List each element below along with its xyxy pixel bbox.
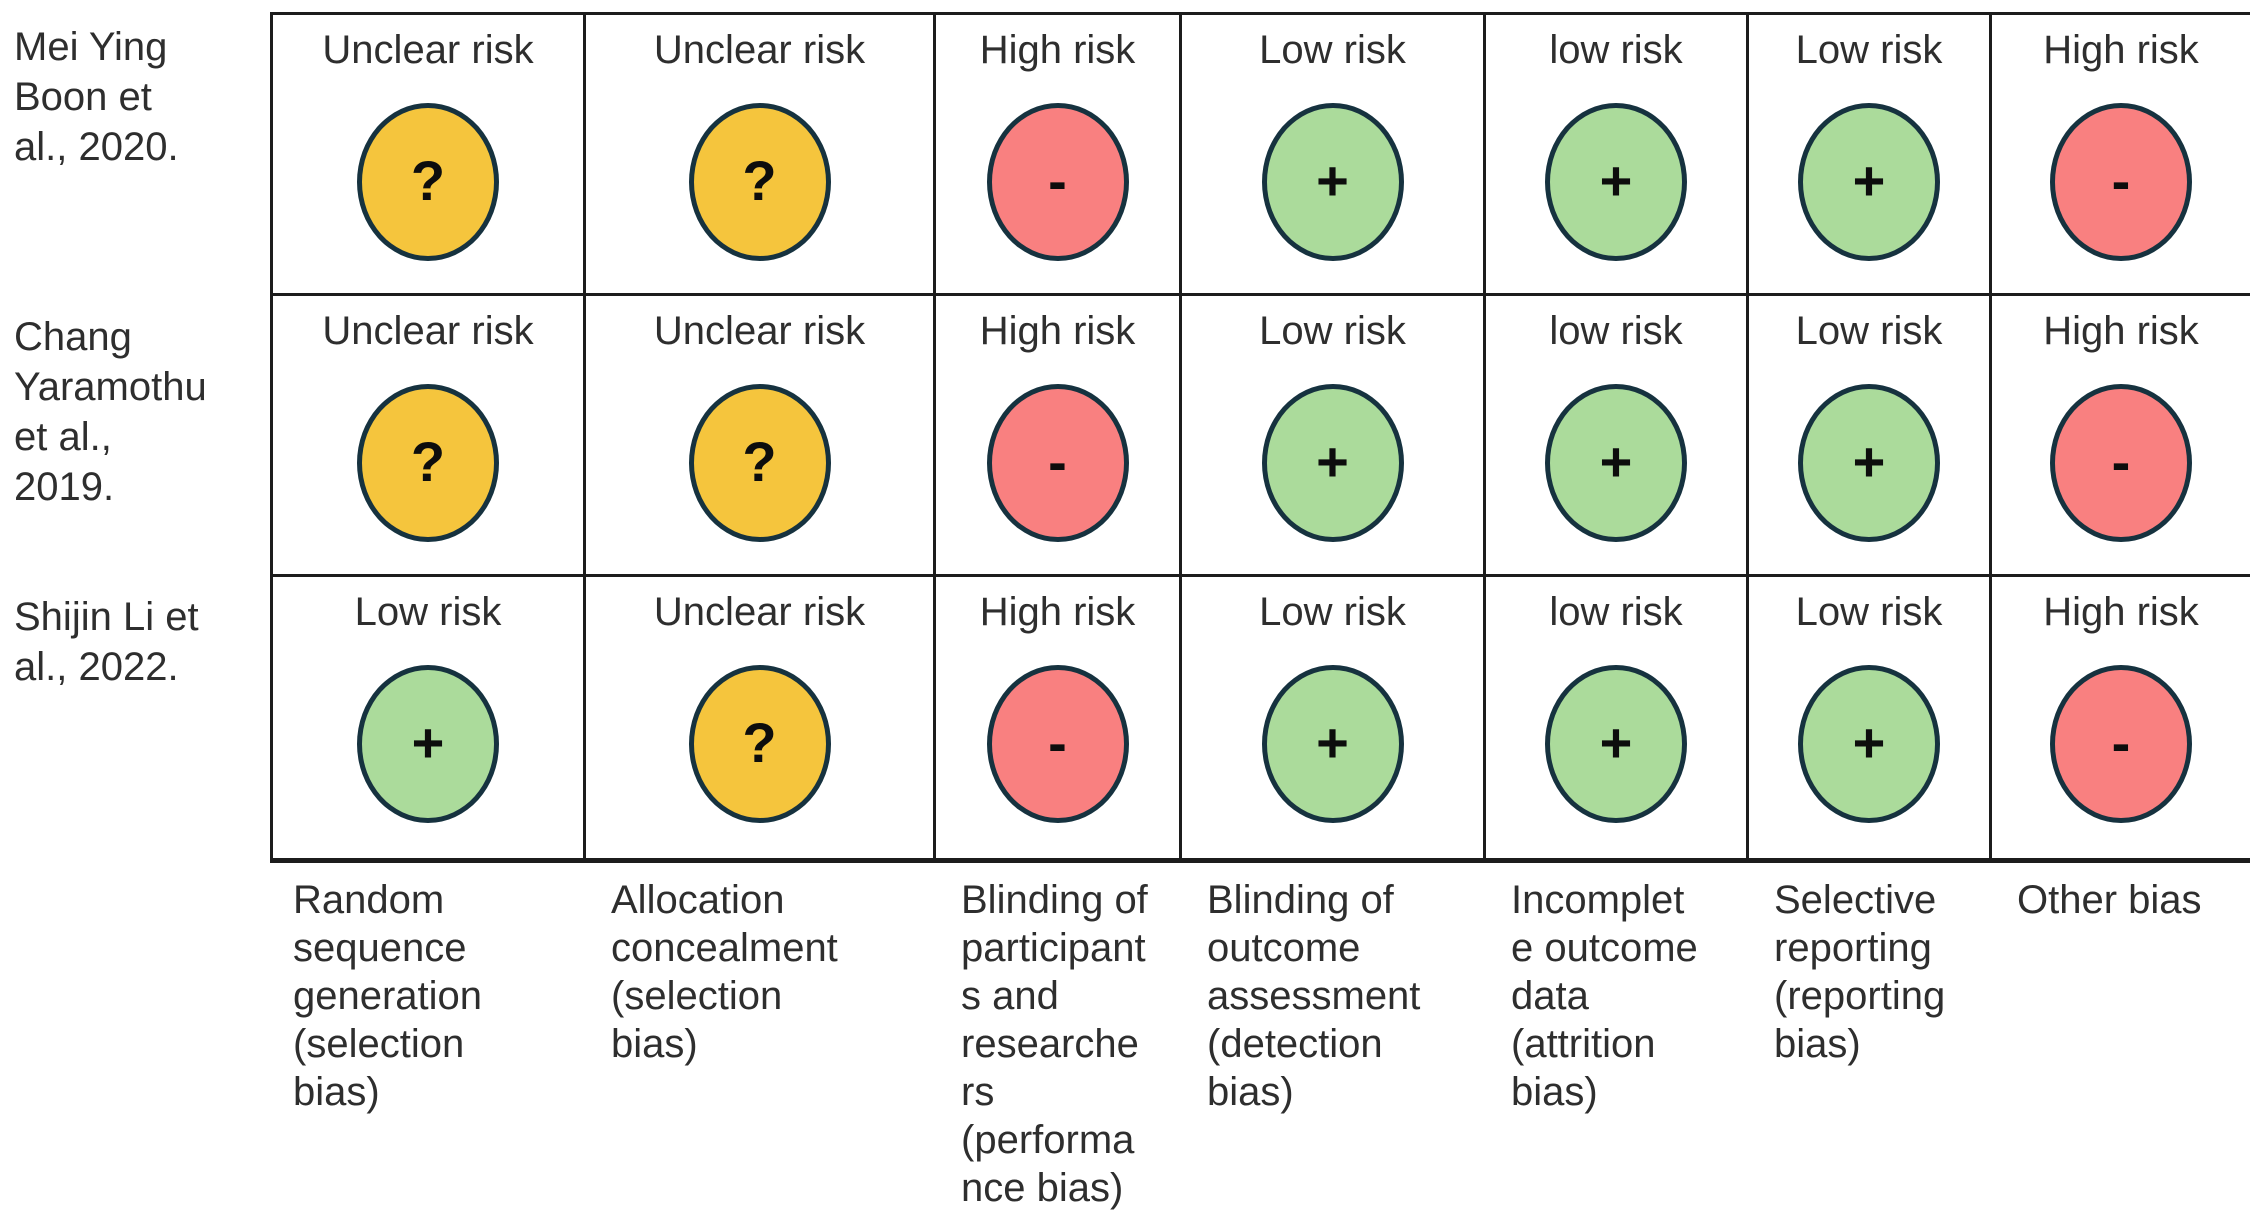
risk-symbol: - — [1048, 710, 1067, 774]
cell-row1-col7: High risk - — [1992, 15, 2250, 296]
study-label-2: Chang Yaramothu et al., 2019. — [14, 315, 207, 509]
risk-symbol: ? — [742, 710, 777, 774]
cell-row1-col5: low risk + — [1486, 15, 1749, 296]
cell-risk-label: Unclear risk — [653, 590, 866, 634]
unclear-risk-icon: ? — [688, 384, 831, 542]
risk-symbol: ? — [742, 148, 777, 212]
low-risk-icon: + — [1261, 665, 1404, 823]
domain-label-random-sequence: Random sequence generation (selection bi… — [293, 878, 483, 1114]
low-risk-icon: + — [1545, 665, 1687, 823]
risk-symbol: + — [1599, 429, 1633, 493]
risk-symbol: ? — [410, 429, 446, 493]
high-risk-icon: - — [986, 665, 1129, 823]
cell-risk-label: Unclear risk — [653, 309, 866, 353]
cell-risk-label: Unclear risk — [322, 309, 534, 353]
unclear-risk-icon: ? — [357, 103, 499, 261]
risk-symbol: - — [1048, 429, 1067, 493]
cell-row2-col5: low risk + — [1486, 296, 1749, 577]
cell-risk-label: High risk — [979, 28, 1136, 72]
cell-row2-col1: Unclear risk? — [273, 296, 586, 577]
high-risk-icon: - — [986, 103, 1129, 261]
cell-risk-label: Low risk — [1795, 309, 1943, 353]
cell-row1-col1: Unclear risk? — [273, 15, 586, 296]
risk-symbol: + — [1316, 148, 1349, 212]
assessment-grid: Unclear risk? Unclear risk? High risk - Low … — [270, 12, 2250, 863]
cell-risk-label: High risk — [979, 590, 1136, 634]
domain-label-selective-reporting: Selective reporting (reporting bias) — [1774, 878, 1946, 1066]
cell-risk-label: Low risk — [1259, 28, 1406, 72]
risk-symbol: ? — [742, 429, 777, 493]
cell-row2-col3: High risk - — [936, 296, 1182, 577]
risk-symbol: + — [411, 710, 445, 774]
high-risk-icon: - — [2050, 103, 2192, 261]
risk-symbol: + — [1599, 710, 1633, 774]
low-risk-icon: + — [1798, 384, 1940, 542]
cell-row2-col6: Low risk + — [1749, 296, 1992, 577]
cell-risk-label: Low risk — [1795, 28, 1943, 72]
high-risk-icon: - — [2050, 665, 2192, 823]
cell-row3-col7: High risk - — [1992, 577, 2250, 858]
cell-risk-label: Low risk — [1259, 590, 1406, 634]
unclear-risk-icon: ? — [688, 665, 831, 823]
unclear-risk-icon: ? — [688, 103, 831, 261]
cell-row2-col2: Unclear risk? — [586, 296, 936, 577]
cell-row2-col4: Low risk + — [1182, 296, 1486, 577]
cell-row3-col3: High risk - — [936, 577, 1182, 858]
low-risk-icon: + — [1261, 103, 1404, 261]
domain-label-blinding-outcome: Blinding of outcome assessment (detectio… — [1207, 878, 1421, 1114]
cell-risk-label: low risk — [1549, 590, 1683, 634]
risk-symbol: + — [1316, 710, 1349, 774]
cell-row3-col6: Low risk + — [1749, 577, 1992, 858]
risk-symbol: - — [2111, 148, 2131, 212]
cell-risk-label: High risk — [979, 309, 1136, 353]
unclear-risk-icon: ? — [357, 384, 499, 542]
cell-risk-label: Unclear risk — [653, 28, 866, 72]
cell-risk-label: High risk — [2043, 28, 2199, 72]
cell-row3-col4: Low risk + — [1182, 577, 1486, 858]
cell-risk-label: Low risk — [1795, 590, 1943, 634]
cell-risk-label: Low risk — [354, 590, 502, 634]
study-label-1: Mei Ying Boon et al., 2020. — [14, 25, 179, 169]
high-risk-icon: - — [2050, 384, 2192, 542]
risk-symbol: + — [1852, 429, 1886, 493]
cell-risk-label: low risk — [1549, 309, 1683, 353]
cell-risk-label: High risk — [2043, 590, 2199, 634]
study-label-3: Shijin Li et al., 2022. — [14, 595, 199, 689]
risk-symbol: + — [1599, 148, 1633, 212]
cell-row3-col2: Unclear risk? — [586, 577, 936, 858]
cell-risk-label: low risk — [1549, 28, 1683, 72]
cell-risk-label: Low risk — [1259, 309, 1406, 353]
cell-row1-col4: Low risk + — [1182, 15, 1486, 296]
high-risk-icon: - — [986, 384, 1129, 542]
cell-row1-col2: Unclear risk? — [586, 15, 936, 296]
low-risk-icon: + — [1545, 384, 1687, 542]
cell-row1-col3: High risk - — [936, 15, 1182, 296]
risk-symbol: - — [1048, 148, 1067, 212]
domain-label-allocation-concealment: Allocation concealment (selection bias) — [611, 878, 838, 1066]
low-risk-icon: + — [357, 665, 499, 823]
cell-risk-label: High risk — [2043, 309, 2199, 353]
cell-row1-col6: Low risk + — [1749, 15, 1992, 296]
domain-label-incomplete-outcome: Incomplet e outcome data (attrition bias… — [1511, 878, 1698, 1114]
cell-row3-col1: Low risk + — [273, 577, 586, 858]
risk-symbol: + — [1852, 710, 1886, 774]
cell-risk-label: Unclear risk — [322, 28, 534, 72]
domain-label-blinding-participants: Blinding of participant s and researche … — [961, 878, 1148, 1210]
cell-row3-col5: low risk + — [1486, 577, 1749, 858]
low-risk-icon: + — [1798, 665, 1940, 823]
low-risk-icon: + — [1545, 103, 1687, 261]
risk-symbol: ? — [410, 148, 446, 212]
cell-row2-col7: High risk - — [1992, 296, 2250, 577]
domain-label-other-bias: Other bias — [2017, 878, 2202, 922]
low-risk-icon: + — [1798, 103, 1940, 261]
risk-symbol: - — [2111, 429, 2131, 493]
risk-symbol: + — [1316, 429, 1349, 493]
risk-symbol: + — [1852, 148, 1886, 212]
risk-symbol: - — [2111, 710, 2131, 774]
low-risk-icon: + — [1261, 384, 1404, 542]
